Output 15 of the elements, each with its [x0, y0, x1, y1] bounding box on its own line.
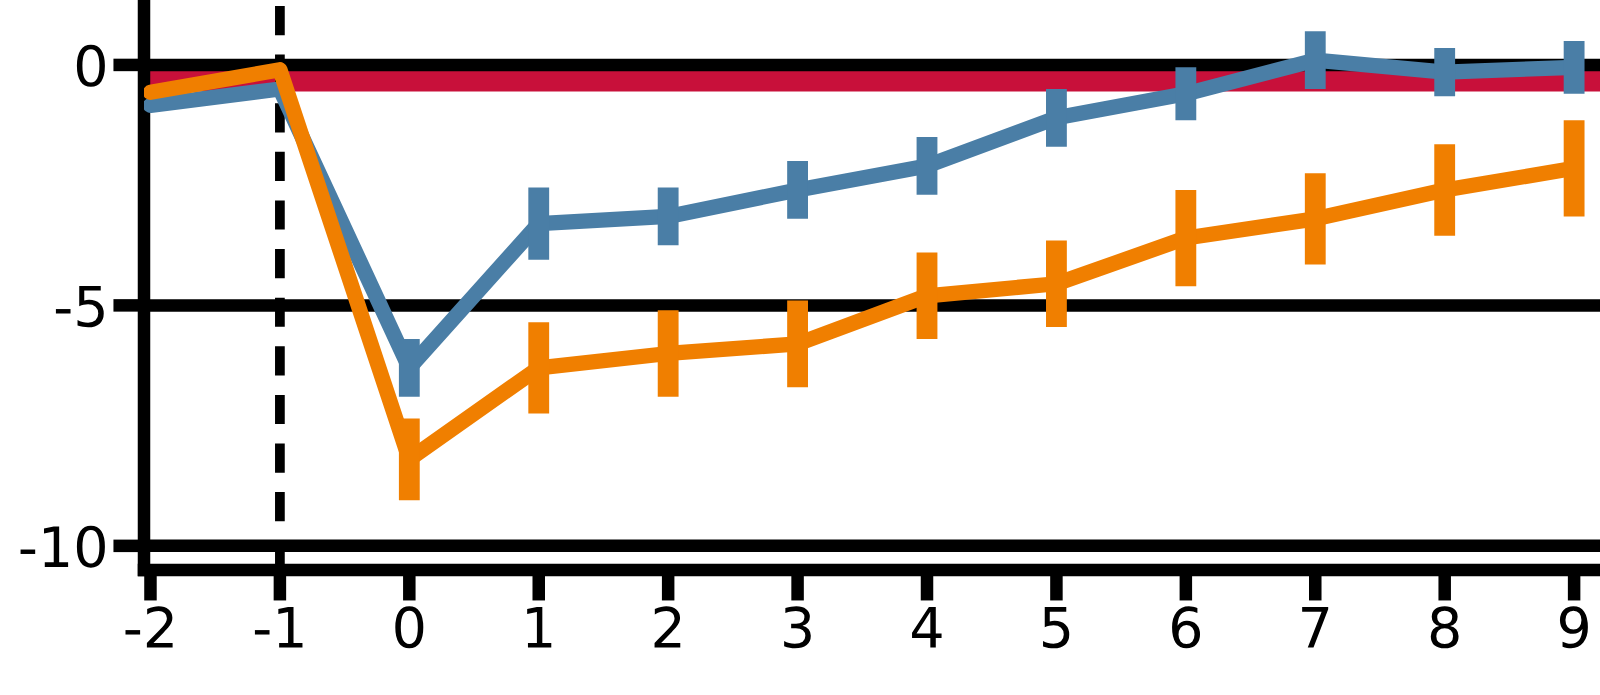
x-tick-label: 4 [912, 607, 942, 648]
y-tick-label: -5 [55, 285, 104, 328]
y-tick-label: -10 [20, 525, 105, 568]
x-tick-label: -2 [125, 606, 173, 648]
x-tick-label: 0 [395, 606, 424, 649]
x-tick-label: 9 [1559, 606, 1588, 649]
x-tick-label: 3 [784, 606, 811, 649]
x-tick-label: 2 [654, 606, 681, 648]
x-tick-label: 1 [527, 607, 552, 648]
x-tick-label: -1 [254, 607, 303, 648]
x-tick-label: 6 [1172, 606, 1201, 649]
x-tick-label: 8 [1430, 606, 1459, 649]
x-tick-label: 7 [1302, 607, 1329, 648]
y-tick-label: 0 [76, 44, 105, 87]
x-tick-label: 5 [1043, 607, 1070, 649]
